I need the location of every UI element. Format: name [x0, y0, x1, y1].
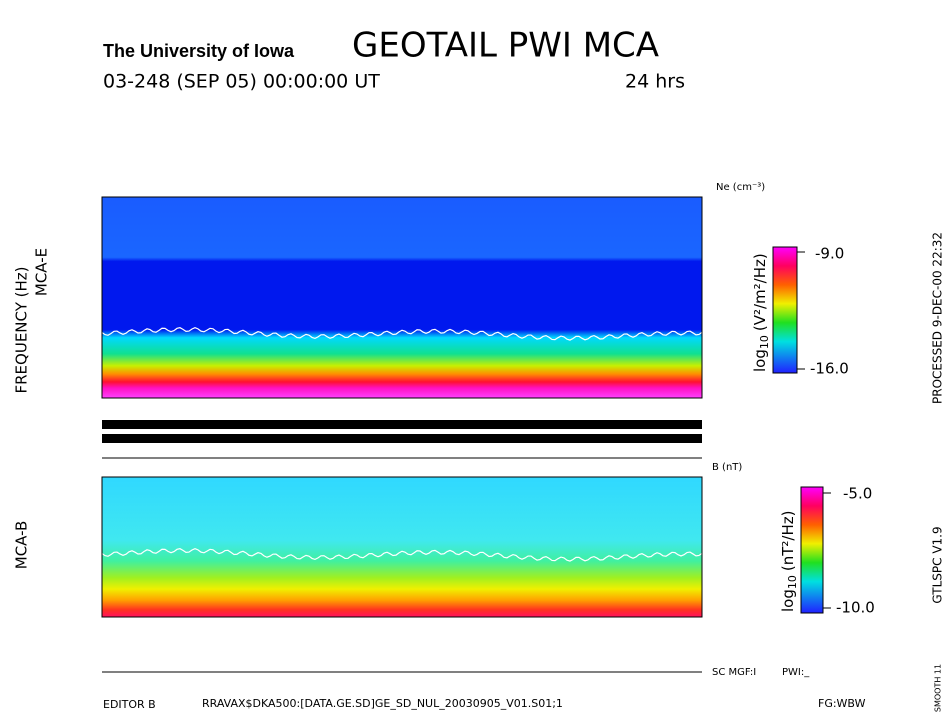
smooth: SMOOTH 11	[934, 664, 943, 712]
fg: FG:WBW	[818, 697, 866, 710]
version: GTLSPC V1.9	[931, 526, 945, 603]
span: 24 hrs	[625, 71, 685, 93]
status-bar	[102, 420, 702, 429]
date: 03-248 (SEP 05) 00:00:00 UT	[103, 71, 380, 93]
spectrogram-e	[101, 196, 703, 399]
trace-e	[101, 327, 703, 341]
spectrogram-b	[101, 476, 703, 618]
panel-name: MCA-B	[13, 521, 31, 570]
trace-b	[101, 548, 703, 562]
title: GEOTAIL PWI MCA	[352, 26, 659, 66]
colorbar-max: -9.0	[815, 245, 844, 263]
colorbar-min: -16.0	[810, 360, 849, 378]
sc-status: SC MGF:I	[712, 667, 756, 678]
sc-status: PWI:_	[782, 667, 810, 678]
y-axis-title: FREQUENCY (Hz)	[13, 266, 31, 393]
ne-title: Ne (cm⁻³)	[716, 182, 765, 193]
header: The University of Iowa GEOTAIL PWI MCA 0…	[103, 26, 685, 93]
file: RRAVAX$DKA500:[DATA.GE.SD]GE_SD_NUL_2003…	[202, 697, 563, 710]
unit: (V²/m²/Hz)	[751, 253, 769, 331]
colorbar	[772, 246, 798, 374]
colorbar	[800, 486, 824, 614]
panel-name: MCA-E	[33, 248, 51, 296]
log-sub: 10	[758, 335, 771, 349]
colorbar-title: log10 (nT²/Hz)	[779, 511, 800, 612]
editor: EDITOR B	[103, 698, 156, 711]
status-bar	[102, 434, 702, 443]
log: log	[779, 589, 797, 612]
processed: PROCESSED 9-DEC-00 22:32	[931, 232, 945, 404]
colorbar-title: log10 (V²/m²/Hz)	[751, 253, 772, 372]
unit: (nT²/Hz)	[779, 511, 797, 572]
log: log	[751, 349, 769, 372]
b-title: B (nT)	[712, 462, 742, 473]
institution: The University of Iowa	[103, 41, 295, 61]
colorbar-max: -5.0	[843, 485, 872, 503]
colorbar-min: -10.0	[836, 599, 875, 617]
frame	[101, 476, 703, 618]
frame	[101, 196, 703, 399]
log-sub: 10	[786, 575, 799, 589]
